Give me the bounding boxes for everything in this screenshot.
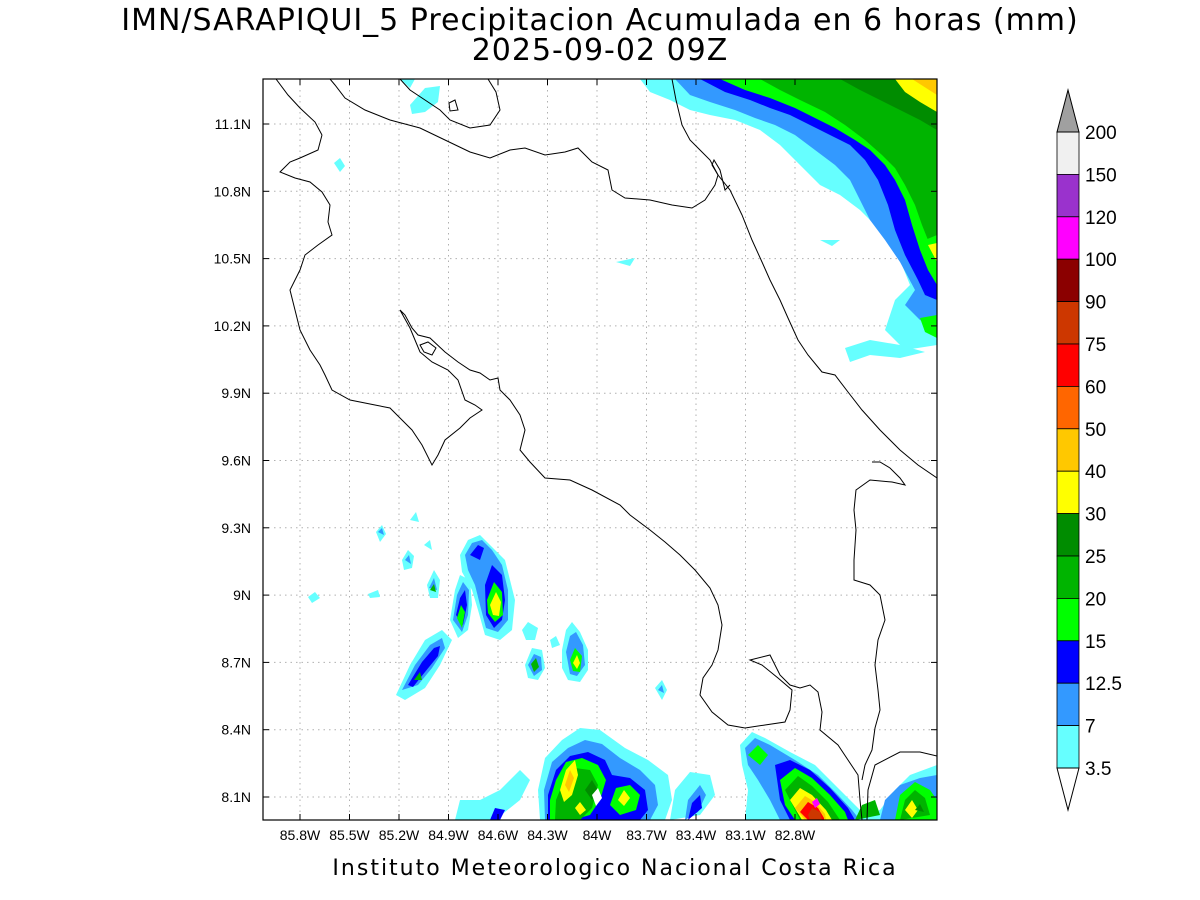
- colorbar-label: 120: [1085, 208, 1117, 229]
- colorbar-bottom-arrow: [1056, 767, 1080, 812]
- x-tick-label: 84W: [583, 827, 613, 843]
- map-subtitle-datetime: 2025-09-02 09Z: [471, 33, 729, 68]
- colorbar-segment: [1056, 173, 1080, 218]
- colorbar-label: 30: [1085, 505, 1106, 526]
- colorbar-segment: [1056, 598, 1080, 642]
- colorbar-segment: [1056, 428, 1080, 472]
- x-tick-label: 83.1W: [725, 827, 766, 843]
- colorbar-segment: [1056, 258, 1080, 303]
- axis-ticks: 85.8W 85.5W 85.2W 84.9W 84.6W 84.3W 84W 83.7W 83…: [214, 79, 937, 843]
- x-tick-label: 82.8W: [775, 827, 816, 843]
- colorbar-segment: [1056, 216, 1080, 260]
- y-tick-label: 8.4N: [221, 722, 251, 738]
- precip-cluster-pacific: [308, 512, 667, 700]
- x-tick-label: 83.7W: [626, 827, 667, 843]
- colorbar-label: 200: [1085, 123, 1117, 144]
- colorbar-segment: [1056, 131, 1080, 175]
- colorbar-label: 20: [1085, 589, 1106, 610]
- colorbar-label: 15: [1085, 632, 1106, 653]
- y-tick-label: 9.3N: [221, 520, 251, 536]
- colorbar-label: 75: [1085, 335, 1106, 356]
- x-tick-label: 83.4W: [676, 827, 717, 843]
- colorbar-segment: [1056, 725, 1080, 769]
- colorbar-segment: [1056, 640, 1080, 684]
- colorbar-label: 7: [1085, 717, 1096, 738]
- precip-cluster-northeast: [640, 79, 937, 362]
- colorbar-label: 60: [1085, 377, 1106, 398]
- footer-institution: Instituto Meteorologico Nacional Costa R…: [332, 856, 898, 881]
- precip-cluster-southeast: [740, 732, 937, 820]
- x-tick-label: 85.8W: [280, 827, 321, 843]
- x-tick-label: 84.6W: [478, 827, 519, 843]
- map-title: IMN/SARAPIQUI_5 Precipitacion Acumulada …: [121, 3, 1079, 38]
- x-tick-label: 84.9W: [428, 827, 469, 843]
- y-tick-label: 9N: [233, 587, 251, 603]
- plot-frame: [262, 78, 938, 821]
- y-tick-label: 10.5N: [214, 251, 251, 267]
- colorbar-label: 50: [1085, 420, 1106, 441]
- colorbar-label: 40: [1085, 462, 1106, 483]
- colorbar-segment: [1056, 385, 1080, 430]
- y-tick-label: 10.2N: [214, 318, 251, 334]
- coastline-borders: [275, 79, 937, 820]
- colorbar-segment: [1056, 470, 1080, 515]
- y-tick-label: 11.1N: [215, 116, 251, 132]
- colorbar-segment: [1056, 343, 1080, 387]
- y-tick-label: 8.7N: [221, 654, 251, 670]
- x-tick-label: 85.2W: [379, 827, 420, 843]
- precipitation-fields: [308, 79, 937, 820]
- colorbar-segment: [1056, 513, 1080, 557]
- x-tick-label: 84.3W: [527, 827, 568, 843]
- colorbar-label: 25: [1085, 547, 1106, 568]
- colorbar-legend: 200 150 120 100 90 75 60 50 40 30 25 20 15 12.5 7 3.5: [1056, 88, 1122, 812]
- precip-cluster-south: [455, 728, 715, 820]
- colorbar-top-arrow: [1056, 88, 1080, 133]
- colorbar-label: 100: [1085, 250, 1117, 271]
- colorbar-label: 12.5: [1085, 674, 1122, 695]
- x-tick-label: 85.5W: [329, 827, 370, 843]
- colorbar-label: 150: [1085, 165, 1117, 186]
- y-tick-label: 9.9N: [221, 385, 251, 401]
- y-tick-label: 8.1N: [221, 789, 251, 805]
- colorbar-segment: [1056, 301, 1080, 345]
- y-tick-label: 10.8N: [214, 183, 251, 199]
- colorbar-label: 90: [1085, 293, 1106, 314]
- y-tick-label: 9.6N: [221, 453, 251, 469]
- colorbar-label: 3.5: [1085, 759, 1111, 780]
- colorbar-segment: [1056, 555, 1080, 599]
- colorbar-segment: [1056, 682, 1080, 727]
